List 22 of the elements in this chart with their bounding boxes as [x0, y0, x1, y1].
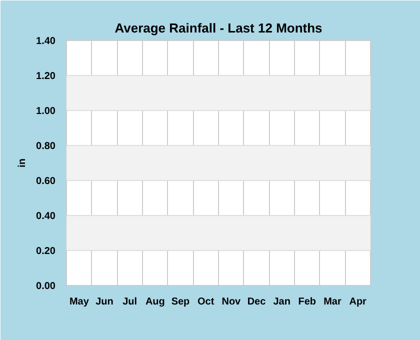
y-axis-title: in [17, 158, 28, 168]
y-tick-label: 1.20 [36, 71, 56, 82]
x-tick-label: Feb [298, 296, 316, 308]
x-tick-label: Aug [145, 296, 165, 308]
x-tick-label: Dec [247, 296, 266, 308]
y-tick-label: 1.00 [36, 106, 56, 117]
y-tick-label: 0.20 [36, 246, 56, 257]
chart-title: Average Rainfall - Last 12 Months [114, 20, 322, 36]
y-tick-label: 0.00 [36, 281, 56, 292]
x-tick-label: Sep [171, 296, 190, 308]
y-tick-label: 0.60 [36, 176, 56, 187]
x-tick-label: Jul [122, 296, 138, 308]
x-tick-label: Jun [96, 296, 114, 308]
y-tick-label: 0.80 [36, 141, 56, 152]
y-tick-label: 1.40 [36, 36, 56, 47]
x-tick-label: Apr [349, 296, 367, 308]
y-tick-label: 0.40 [36, 211, 56, 222]
x-tick-label: Jan [273, 296, 290, 308]
x-tick-label: Mar [324, 296, 342, 308]
x-tick-label: Nov [222, 296, 242, 308]
x-tick-label: May [69, 296, 90, 308]
x-tick-label: Oct [198, 296, 215, 308]
